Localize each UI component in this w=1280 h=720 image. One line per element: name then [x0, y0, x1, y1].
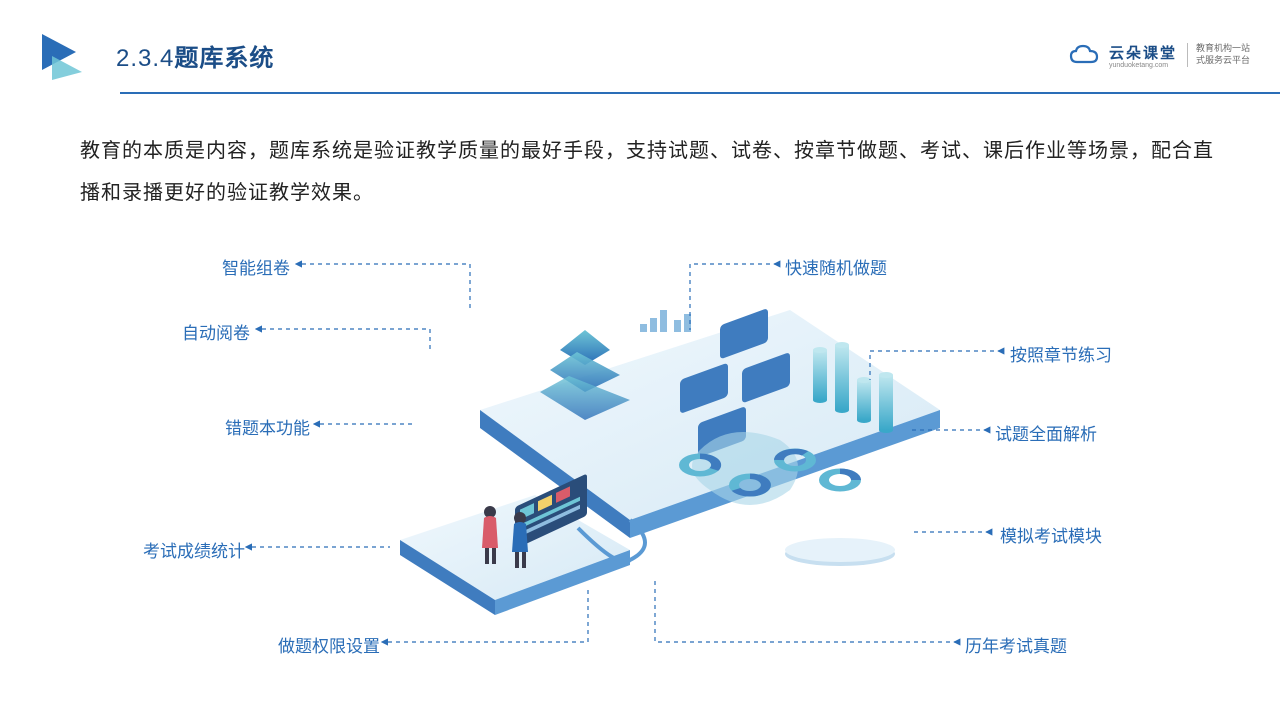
feature-label-perm-settings: 做题权限设置: [278, 632, 380, 657]
feature-label-smart-compose: 智能组卷: [222, 254, 290, 279]
isometric-illustration: [320, 270, 960, 650]
section-number: 2.3.4: [116, 45, 174, 72]
logo-tag-line2: 式服务云平台: [1196, 55, 1250, 67]
feature-label-chapter-prac: 按照章节练习: [1010, 341, 1112, 366]
brand-logo: 云朵课堂 yunduoketang.com 教育机构一站 式服务云平台: [1069, 42, 1250, 69]
logo-main: 云朵课堂: [1109, 42, 1177, 63]
feature-label-score-stats: 考试成绩统计: [143, 537, 245, 562]
feature-label-past-papers: 历年考试真题: [965, 632, 1067, 657]
logo-tag-line1: 教育机构一站: [1196, 43, 1250, 55]
page-header: 2.3.4题库系统 云朵课堂 yunduoketang.com 教育机构一站 式…: [0, 30, 1280, 80]
play-triangle-icon: [38, 30, 88, 80]
feature-label-quick-random: 快速随机做题: [785, 254, 887, 279]
cloud-icon: [1069, 44, 1099, 66]
feature-label-full-analysis: 试题全面解析: [995, 420, 1097, 445]
feature-label-mock-exam: 模拟考试模块: [1000, 522, 1102, 547]
title-underline: [120, 92, 1280, 94]
logo-text-block: 云朵课堂 yunduoketang.com: [1109, 42, 1177, 69]
feature-diagram: 智能组卷自动阅卷错题本功能考试成绩统计做题权限设置 快速随机做题按照章节练习试题全…: [0, 240, 1280, 680]
feature-label-auto-grade: 自动阅卷: [182, 319, 250, 344]
pill-button-icon: [785, 538, 895, 566]
section-title: 2.3.4题库系统: [116, 38, 274, 73]
section-title-text: 题库系统: [174, 45, 274, 72]
logo-tagline: 教育机构一站 式服务云平台: [1187, 43, 1250, 66]
feature-label-error-book: 错题本功能: [225, 414, 310, 439]
description-text: 教育的本质是内容，题库系统是验证教学质量的最好手段，支持试题、试卷、按章节做题、…: [80, 130, 1220, 214]
mini-bars-icon: [640, 310, 691, 332]
logo-sub: yunduoketang.com: [1109, 62, 1177, 69]
title-wrap: 2.3.4题库系统: [0, 30, 274, 80]
